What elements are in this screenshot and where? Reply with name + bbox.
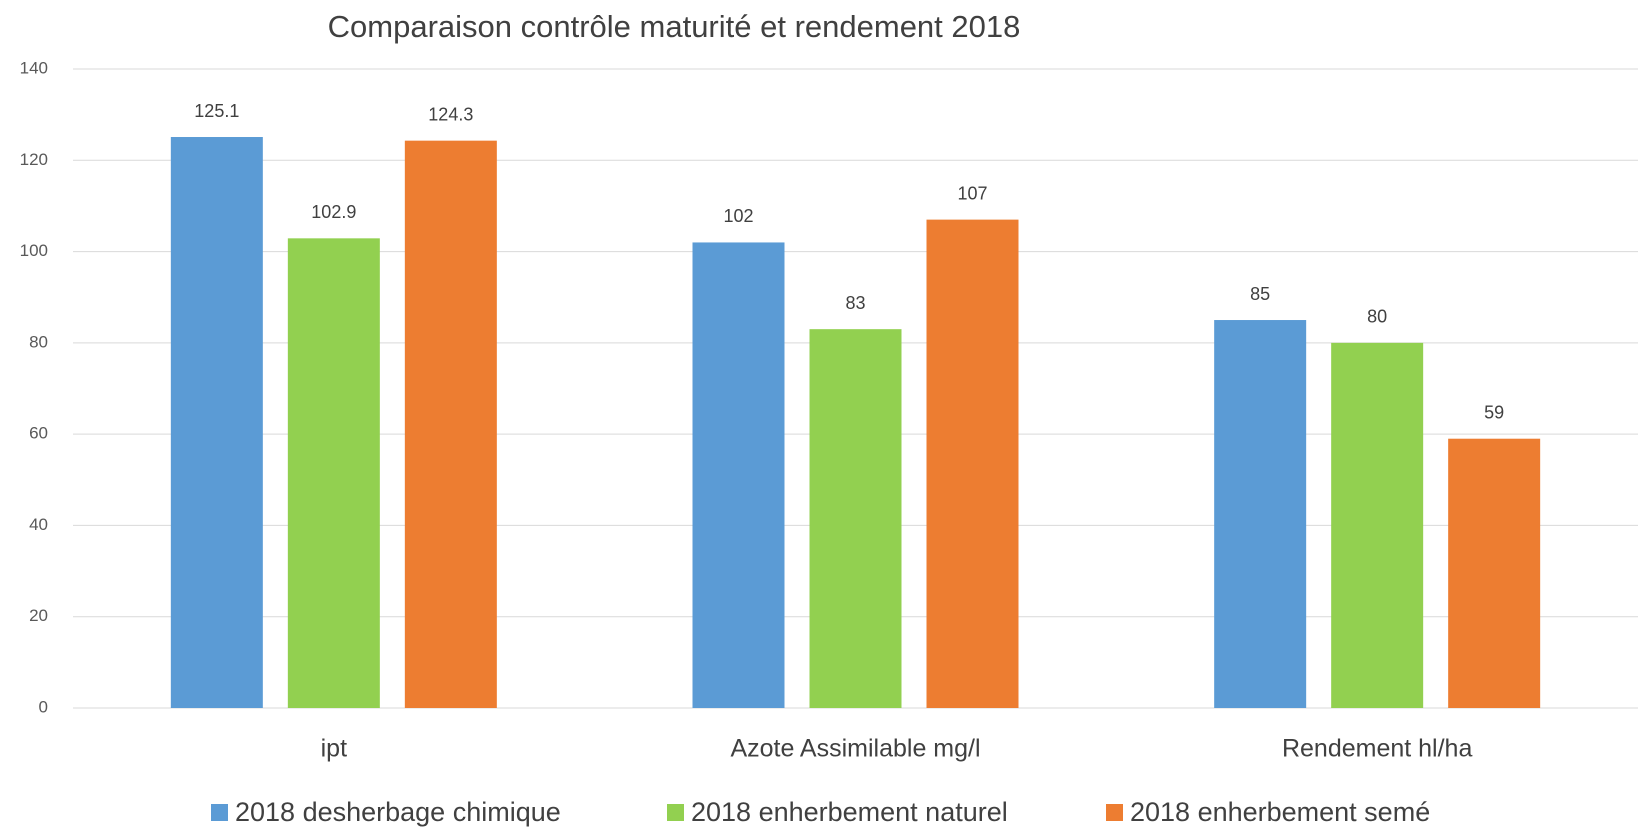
bar [926, 219, 1019, 708]
legend-label: 2018 enherbement semé [1130, 797, 1430, 827]
bar [1448, 438, 1541, 708]
y-tick-label: 120 [20, 150, 48, 169]
bar [692, 242, 785, 708]
chart-title: Comparaison contrôle maturité et rendeme… [328, 9, 1021, 44]
bar [809, 329, 902, 708]
legend-label: 2018 enherbement naturel [691, 797, 1008, 827]
x-tick-label: Rendement hl/ha [1282, 735, 1473, 763]
y-tick-label: 0 [39, 697, 48, 716]
y-tick-label: 80 [29, 332, 48, 351]
legend-swatch [211, 804, 228, 821]
y-tick-label: 100 [20, 241, 48, 260]
y-tick-label: 20 [29, 606, 48, 625]
legend-swatch [1106, 804, 1123, 821]
data-label: 80 [1367, 307, 1387, 327]
data-label: 59 [1484, 402, 1504, 422]
data-label: 85 [1250, 284, 1270, 304]
bar [1331, 342, 1424, 708]
bar [404, 140, 497, 708]
data-label: 83 [845, 293, 865, 313]
y-tick-label: 140 [20, 58, 48, 77]
legend-label: 2018 desherbage chimique [235, 797, 561, 827]
data-label: 102 [723, 206, 753, 226]
legend-swatch [667, 804, 684, 821]
data-label: 125.1 [194, 101, 239, 121]
y-tick-label: 40 [29, 515, 48, 534]
bar [170, 137, 263, 708]
data-label: 102.9 [311, 202, 356, 222]
y-tick-label: 60 [29, 424, 48, 443]
x-tick-label: ipt [321, 735, 347, 763]
data-label: 107 [957, 183, 987, 203]
data-label: 124.3 [428, 104, 473, 124]
x-tick-label: Azote Assimilable mg/l [730, 735, 980, 763]
bar [1214, 320, 1307, 708]
bar [287, 238, 380, 708]
